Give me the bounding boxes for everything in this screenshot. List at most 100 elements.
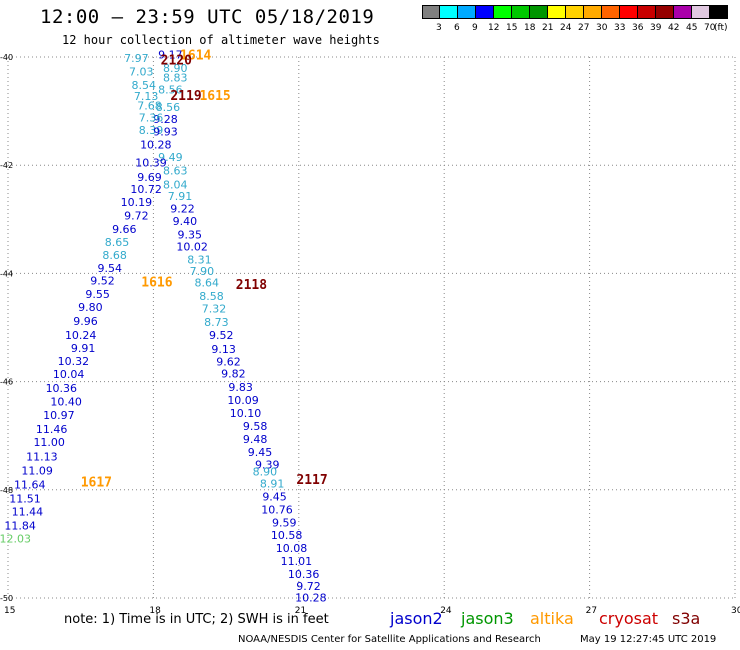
track-pass-label: 1615 — [199, 89, 230, 104]
data-point-label: 10.76 — [261, 503, 293, 516]
colorbar-swatch — [458, 5, 476, 19]
data-point-label: 10.24 — [65, 329, 97, 342]
data-point-label: 10.97 — [43, 409, 75, 422]
colorbar-label: 24 — [560, 23, 572, 33]
colorbar-swatch — [692, 5, 710, 19]
data-point-label: 9.48 — [243, 433, 268, 446]
data-point-label: 9.66 — [112, 223, 137, 236]
data-point-label: 9.45 — [262, 490, 287, 503]
colorbar-label: 30 — [596, 23, 608, 33]
data-point-label: 7.97 — [124, 52, 149, 65]
colorbar-swatch — [638, 5, 656, 19]
colorbar-swatch — [584, 5, 602, 19]
data-point-label: 8.90 — [163, 62, 188, 75]
legend-s3a: s3a — [672, 609, 701, 628]
data-point-label: 7.32 — [202, 303, 227, 316]
x-tick-label: 21 — [295, 606, 306, 616]
data-point-label: 9.52 — [209, 329, 234, 342]
legend-altika: altika — [530, 609, 574, 628]
data-point-label: 9.62 — [216, 356, 241, 369]
data-point-label: 9.58 — [243, 420, 268, 433]
colorbar-swatch — [566, 5, 584, 19]
colorbar-swatch — [440, 5, 458, 19]
data-point-label: 9.69 — [137, 171, 162, 184]
data-point-label: 11.64 — [14, 478, 46, 491]
data-point-label: 8.56 — [156, 101, 181, 114]
data-point-label: 9.39 — [255, 458, 280, 471]
data-point-label: 9.93 — [153, 126, 178, 139]
track-pass-label: 2119 — [170, 89, 201, 104]
data-point-label: 8.64 — [194, 277, 219, 290]
data-point-label: 12.03 — [0, 532, 31, 545]
colorbar-label: 36 — [632, 23, 644, 33]
colorbar-label: 6 — [454, 23, 460, 33]
data-point-label: 7.68 — [137, 100, 162, 113]
data-point-label: 11.46 — [36, 423, 68, 436]
data-point-label: 9.49 — [158, 151, 183, 164]
generated-timestamp: May 19 12:27:45 UTC 2019 — [580, 634, 717, 645]
data-point-label: 8.58 — [199, 290, 224, 303]
data-point-label: 9.72 — [296, 580, 321, 593]
colorbar-swatch — [512, 5, 530, 19]
y-tick-label: -40 — [0, 53, 13, 62]
data-point-label: 8.90 — [253, 465, 278, 478]
data-point-label: 8.65 — [105, 236, 130, 249]
chart-subtitle: 12 hour collection of altimeter wave hei… — [62, 33, 380, 47]
data-point-label: 10.36 — [288, 568, 320, 581]
data-point-label: 10.72 — [130, 183, 162, 196]
colorbar-label: 9 — [472, 23, 478, 33]
colorbar-swatch — [620, 5, 638, 19]
x-tick-label: 18 — [149, 606, 161, 616]
colorbar-swatch — [674, 5, 692, 19]
data-point-label: 9.83 — [228, 381, 253, 394]
data-point-label: 9.28 — [153, 113, 178, 126]
data-point-label: 9.35 — [178, 228, 203, 241]
data-point-label: 10.10 — [230, 407, 262, 420]
data-point-label: 8.91 — [260, 477, 285, 490]
data-point-label: 10.02 — [176, 240, 208, 253]
y-tick-label: -42 — [0, 161, 13, 170]
data-point-label: 11.51 — [9, 492, 41, 505]
data-point-label: 10.58 — [271, 529, 303, 542]
colorbar-label: 21 — [542, 23, 554, 33]
colorbar-swatch — [548, 5, 566, 19]
x-tick-label: 30 — [731, 606, 740, 616]
data-point-label: 11.01 — [281, 555, 313, 568]
data-point-label: 10.28 — [295, 591, 327, 604]
colorbar-label: 70 — [704, 23, 716, 33]
data-point-label: 10.28 — [140, 139, 172, 152]
data-point-label: 10.08 — [276, 542, 308, 555]
colorbar-swatch — [656, 5, 674, 19]
data-point-label: 9.54 — [98, 262, 123, 275]
track-pass-label: 2117 — [296, 473, 327, 488]
data-point-label: 7.91 — [168, 190, 193, 203]
track-pass-label: 1614 — [180, 48, 211, 63]
colorbar-label: 12 — [488, 23, 500, 33]
data-point-label: 9.17 — [158, 48, 183, 61]
data-point-label: 10.19 — [121, 196, 153, 209]
colorbar-label: 27 — [578, 23, 590, 33]
data-point-label: 7.90 — [190, 265, 215, 278]
data-point-label: 10.39 — [135, 156, 167, 169]
legend-jason3: jason3 — [461, 609, 514, 628]
footer-note: note: 1) Time is in UTC; 2) SWH is in fe… — [64, 612, 329, 627]
data-point-label: 11.84 — [4, 520, 36, 533]
data-point-label: 8.68 — [102, 249, 127, 262]
data-point-label: 9.59 — [272, 516, 297, 529]
y-tick-label: -48 — [0, 486, 13, 495]
chart-title: 12:00 – 23:59 UTC 05/18/2019 — [40, 6, 375, 28]
data-point-label: 9.52 — [90, 274, 115, 287]
colorbar-swatch — [476, 5, 494, 19]
data-point-label: 8.83 — [163, 72, 188, 85]
colorbar-label: 33 — [614, 23, 626, 33]
colorbar-swatch — [422, 5, 440, 19]
data-point-label: 9.91 — [71, 342, 96, 355]
data-point-label: 10.40 — [50, 396, 82, 409]
legend-cryosat: cryosat — [599, 609, 659, 628]
colorbar-label: 15 — [506, 23, 518, 33]
data-point-label: 8.63 — [163, 165, 188, 178]
data-point-label: 9.40 — [173, 215, 198, 228]
data-point-label: 11.13 — [26, 450, 58, 463]
data-point-label: 7.36 — [139, 112, 164, 125]
